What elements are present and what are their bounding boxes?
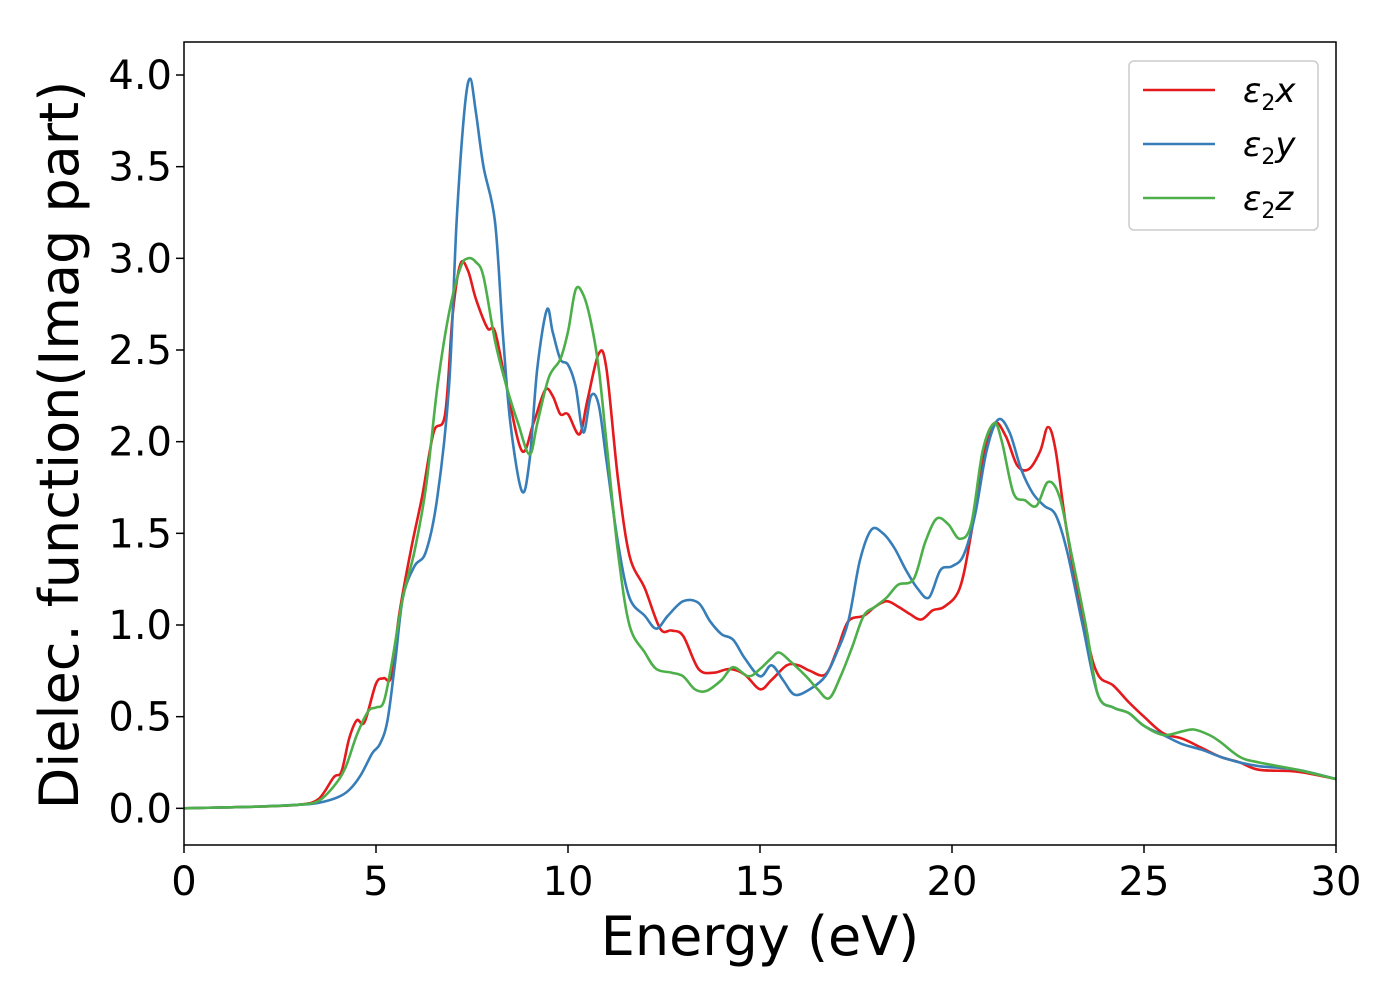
y-tick-label: 1.0 — [108, 603, 172, 649]
series-lines — [183, 77, 1337, 810]
x-axis-ticks: 0 5 10 15 20 25 30 — [171, 845, 1361, 905]
series-line-y — [183, 77, 1337, 810]
legend-label-z: ε2z — [1243, 179, 1294, 224]
legend-label-x: ε2x — [1243, 71, 1296, 116]
y-tick-label: 0.0 — [108, 786, 172, 832]
y-tick-label: 3.5 — [108, 145, 172, 191]
x-axis-label: Energy (eV) — [601, 905, 920, 968]
y-axis-label: Dielec. function(Imag part) — [28, 81, 91, 810]
legend: ε2x ε2y ε2z — [1128, 60, 1319, 231]
x-tick-label: 30 — [1311, 859, 1362, 905]
y-axis-ticks: 0.0 0.5 1.0 1.5 2.0 2.5 3.0 3.5 4.0 — [108, 53, 184, 832]
series-line-z — [183, 256, 1337, 810]
x-tick-label: 0 — [171, 859, 196, 905]
x-tick-label: 10 — [543, 859, 594, 905]
x-tick-label: 5 — [363, 859, 388, 905]
y-tick-label: 3.0 — [108, 236, 172, 282]
y-tick-label: 1.5 — [108, 511, 172, 557]
x-tick-label: 15 — [735, 859, 786, 905]
y-tick-label: 2.5 — [108, 328, 172, 374]
y-tick-label: 0.5 — [108, 695, 172, 741]
x-tick-label: 20 — [927, 859, 978, 905]
legend-label-y: ε2y — [1243, 125, 1296, 170]
x-tick-label: 25 — [1119, 859, 1170, 905]
y-tick-label: 2.0 — [108, 420, 172, 466]
legend-frame — [1128, 60, 1319, 231]
series-line-x — [183, 259, 1337, 810]
y-tick-label: 4.0 — [108, 53, 172, 99]
